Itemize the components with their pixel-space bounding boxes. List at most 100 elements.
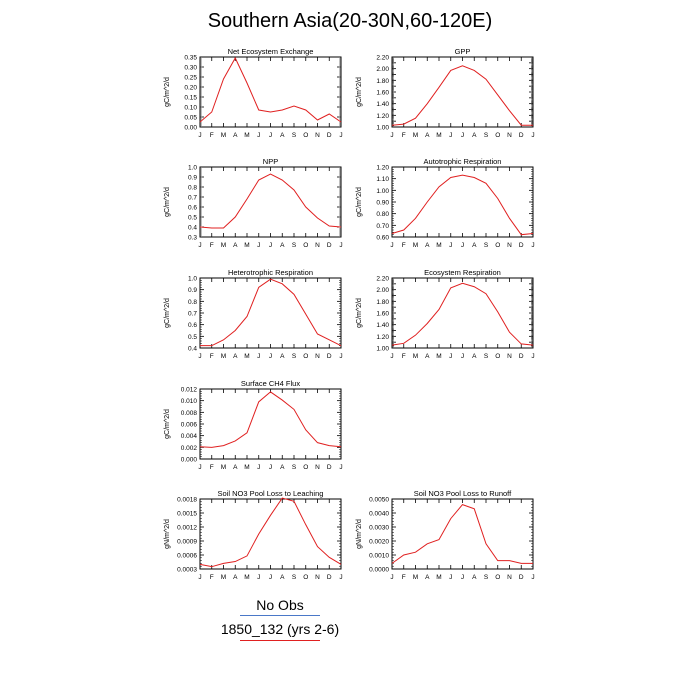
- x-tick-label: D: [519, 574, 524, 581]
- y-axis-label: gC/m^2/d: [164, 77, 171, 107]
- x-tick-label: A: [280, 574, 285, 581]
- x-tick-label: A: [233, 132, 238, 139]
- x-tick-label: J: [390, 574, 393, 581]
- chart-title: Soil NO3 Pool Loss to Leaching: [218, 489, 324, 498]
- series-line: [199, 497, 342, 568]
- x-tick-label: M: [413, 132, 418, 139]
- y-tick-label: 0.6: [188, 322, 197, 329]
- series-line: [199, 391, 342, 448]
- x-tick-label: M: [413, 353, 418, 360]
- y-tick-label: 0.0030: [369, 525, 389, 532]
- x-tick-label: A: [280, 464, 285, 471]
- x-tick-label: J: [461, 574, 464, 581]
- series-line: [200, 278, 342, 347]
- series-line: [391, 174, 534, 236]
- chart-title: Ecosystem Respiration: [424, 268, 501, 277]
- x-tick-label: M: [244, 242, 249, 249]
- y-tick-label: 1.60: [376, 90, 389, 97]
- x-tick-label: J: [531, 242, 534, 249]
- x-tick-label: J: [339, 353, 342, 360]
- x-tick-label: J: [390, 132, 393, 139]
- chart-frame: [199, 388, 342, 460]
- y-tick-label: 0.012: [181, 387, 198, 394]
- x-tick-label: D: [327, 464, 332, 471]
- x-tick-label: A: [472, 353, 477, 360]
- y-tick-label: 0.5: [188, 334, 197, 341]
- x-tick-label: F: [402, 353, 406, 360]
- x-tick-label: F: [210, 353, 214, 360]
- y-tick-label: 0.0020: [369, 539, 389, 546]
- y-tick-label: 0.000: [181, 457, 198, 464]
- x-tick-label: O: [495, 242, 500, 249]
- x-tick-label: A: [233, 464, 238, 471]
- y-tick-label: 1.40: [376, 101, 389, 108]
- y-axis-label: gN/m^2/d: [356, 519, 363, 549]
- x-tick-label: A: [425, 132, 430, 139]
- y-tick-label: 1.00: [376, 125, 389, 132]
- y-tick-label: 0.8: [188, 299, 197, 306]
- y-axis-label: gC/m^2/d: [356, 187, 363, 217]
- x-tick-label: J: [531, 353, 534, 360]
- y-tick-label: 0.8: [188, 185, 197, 192]
- chart-ecosystem-respiration: Ecosystem Respiration gC/m^2/d 1.00 1.20 1.4…: [356, 268, 535, 360]
- x-tick-label: O: [303, 242, 308, 249]
- x-tick-label: A: [425, 353, 430, 360]
- x-tick-label: J: [198, 132, 201, 139]
- chart-frame: [391, 166, 534, 238]
- x-tick-label: O: [303, 353, 308, 360]
- y-tick-label: 0.00: [184, 125, 197, 132]
- x-tick-label: S: [292, 464, 297, 471]
- x-tick-label: N: [315, 242, 320, 249]
- y-tick-label: 0.10: [184, 105, 197, 112]
- series-line: [199, 56, 342, 123]
- x-tick-label: N: [507, 132, 512, 139]
- x-tick-label: M: [436, 574, 441, 581]
- x-tick-label: M: [244, 132, 249, 139]
- y-tick-label: 0.0018: [177, 497, 197, 504]
- y-tick-label: 0.008: [181, 410, 198, 417]
- x-tick-label: A: [280, 132, 285, 139]
- x-tick-label: M: [221, 132, 226, 139]
- chart-soil-no3-pool-loss-to-runoff: Soil NO3 Pool Loss to Runoff gN/m^2/d 0.00…: [356, 489, 535, 581]
- chart-title: Net Ecosystem Exchange: [228, 47, 314, 56]
- x-tick-label: F: [210, 464, 214, 471]
- chart-frame: [199, 498, 342, 570]
- x-tick-label: S: [484, 574, 489, 581]
- chart-soil-no3-pool-loss-to-leaching: Soil NO3 Pool Loss to Leaching gN/m^2/d 0.…: [164, 489, 343, 581]
- chart-title: Autotrophic Respiration: [424, 157, 502, 166]
- x-tick-label: M: [221, 242, 226, 249]
- y-tick-label: 0.05: [184, 115, 197, 122]
- x-tick-label: J: [269, 242, 272, 249]
- x-tick-label: O: [303, 574, 308, 581]
- x-tick-label: D: [519, 353, 524, 360]
- x-tick-label: J: [339, 132, 342, 139]
- y-tick-label: 0.70: [376, 223, 389, 230]
- y-tick-label: 0.3: [188, 235, 197, 242]
- x-tick-label: M: [221, 574, 226, 581]
- y-tick-label: 0.4: [188, 225, 197, 232]
- x-tick-label: F: [402, 132, 406, 139]
- chart-surface-ch4-flux: Surface CH4 Flux gC/m^2/d 0.000 0.002 0.004 0…: [164, 379, 343, 471]
- y-axis-label: gN/m^2/d: [164, 519, 171, 549]
- y-tick-label: 0.30: [184, 65, 197, 72]
- x-tick-label: S: [292, 132, 297, 139]
- chart-gpp: GPP gC/m^2/d 1.00 1.20 1.40 1.60 1.80 2.00 2.20 J…: [356, 47, 535, 139]
- x-tick-label: J: [257, 574, 260, 581]
- x-tick-label: J: [449, 353, 452, 360]
- legend-label-no-obs: No Obs: [256, 597, 304, 613]
- legend-line-no-obs: [240, 615, 320, 616]
- x-tick-label: S: [484, 353, 489, 360]
- x-tick-label: A: [233, 574, 238, 581]
- y-tick-label: 1.20: [376, 113, 389, 120]
- chart-net-ecosystem-exchange: Net Ecosystem Exchange gC/m^2/d 0.00 0.05 0.…: [164, 47, 343, 139]
- x-tick-label: M: [221, 353, 226, 360]
- x-tick-label: D: [327, 242, 332, 249]
- x-tick-label: O: [303, 132, 308, 139]
- chart-title: Heterotrophic Respiration: [228, 268, 313, 277]
- y-tick-label: 0.15: [184, 95, 197, 102]
- chart-frame: [391, 498, 534, 570]
- x-tick-label: F: [210, 242, 214, 249]
- y-tick-label: 2.20: [376, 55, 389, 62]
- series-line: [391, 504, 533, 564]
